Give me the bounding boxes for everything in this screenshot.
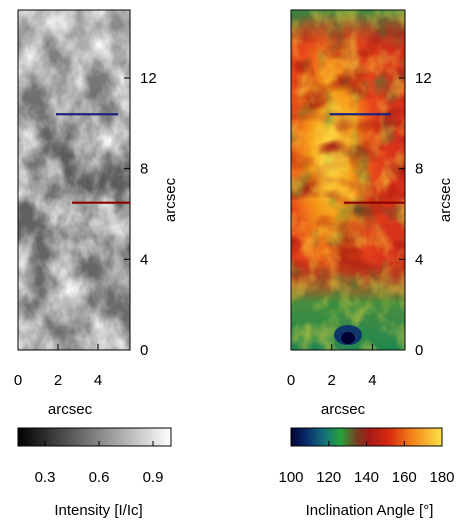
inclination-x-tick-label: 4 — [368, 372, 376, 389]
inclination-colorbar-title: Inclination Angle [°] — [306, 502, 434, 519]
intensity-y-tick-label: 8 — [140, 161, 148, 178]
inclination-colorbar-tick-label: 180 — [429, 469, 454, 486]
intensity-x-tick-label: 4 — [94, 372, 102, 389]
intensity-x-tick-label: 2 — [54, 372, 62, 389]
inclination-x-tick-label: 2 — [328, 372, 336, 389]
inclination-y-tick-label: 0 — [415, 342, 423, 359]
inclination-x-tick-label: 0 — [287, 372, 295, 389]
intensity-colorbar-tick-label: 0.6 — [89, 469, 110, 486]
intensity-x-tick-label: 0 — [14, 372, 22, 389]
inclination-x-axis-title: arcsec — [321, 401, 366, 418]
intensity-colorbar — [17, 427, 172, 447]
inclination-map-panel — [291, 10, 405, 350]
inclination-y-tick-label: 12 — [415, 70, 432, 87]
inclination-colorbar-tick-label: 160 — [392, 469, 417, 486]
intensity-y-axis-title: arcsec — [162, 177, 179, 222]
intensity-y-tick-label: 0 — [140, 342, 148, 359]
inclination-colorbar-tick-label: 120 — [316, 469, 341, 486]
intensity-y-tick-label: 4 — [140, 251, 148, 268]
inclination-frame — [290, 9, 406, 351]
intensity-colorbar-title: Intensity [I/Ic] — [54, 502, 142, 519]
inclination-colorbar-tick-label: 100 — [278, 469, 303, 486]
intensity-map-panel — [18, 10, 130, 350]
inclination-y-axis-title: arcsec — [437, 177, 454, 222]
inclination-colorbar-tick-label: 140 — [354, 469, 379, 486]
intensity-y-tick-label: 12 — [140, 70, 157, 87]
intensity-colorbar-tick-label: 0.3 — [35, 469, 56, 486]
inclination-y-tick-label: 8 — [415, 161, 423, 178]
intensity-colorbar-tick-label: 0.9 — [143, 469, 164, 486]
intensity-x-axis-title: arcsec — [48, 401, 93, 418]
intensity-frame — [17, 9, 131, 351]
inclination-y-tick-label: 4 — [415, 251, 423, 268]
